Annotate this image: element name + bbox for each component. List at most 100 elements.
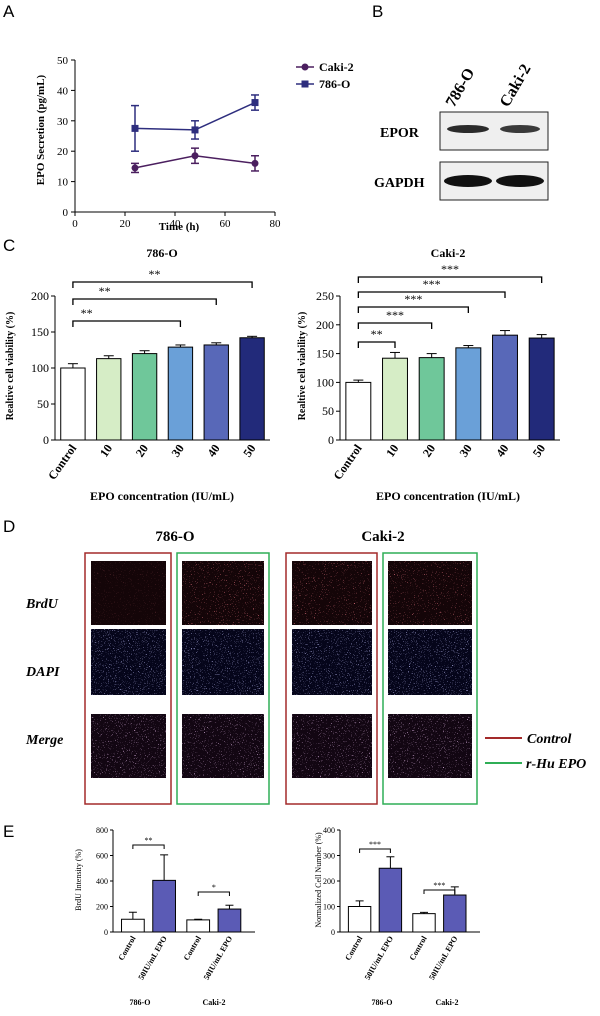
y-tick-label: 250 — [316, 289, 334, 303]
y-tick-label: 600 — [96, 852, 108, 861]
y-tick-label: 100 — [323, 903, 335, 912]
x-tick-label: Control — [408, 934, 429, 962]
panel-c-right-xlabel: EPO concentration (IU/mL) — [376, 489, 520, 503]
x-tick-label: Control — [182, 934, 203, 962]
panel-a-ylabel: EPO Secretion (pg/mL) — [35, 74, 47, 185]
panel-e-left-group-786o: 786-O — [130, 998, 151, 1007]
bar-3 — [412, 913, 436, 933]
x-tick-label: Control — [343, 934, 364, 962]
legend-label-786o: 786-O — [319, 77, 350, 91]
x-tick-label: 20 — [120, 218, 132, 230]
panel-c-right-ylabel: Realtive cell viability (%) — [297, 312, 308, 421]
panel-b: B 786-O Caki-2 EPOR GAPDH — [372, 2, 549, 201]
x-tick-label: 80 — [270, 218, 282, 230]
significance-label: ** — [81, 306, 93, 320]
y-tick-label: 0 — [43, 433, 49, 447]
x-tick-label: 50IU/mL EPO — [202, 935, 234, 982]
micrograph-signal-brdu-2 — [182, 561, 264, 625]
x-tick-label: 50IU/mL EPO — [136, 935, 168, 982]
panel-d: D 786-O Caki-2 BrdU DAPI Merge Control r… — [3, 517, 586, 805]
significance-label: *** — [423, 277, 441, 291]
data-point-786o — [191, 126, 199, 134]
data-point-caki2 — [191, 152, 199, 160]
x-tick-label: 20 — [133, 442, 151, 460]
bar-10 — [382, 357, 408, 441]
panel-e-left-ylabel: BrdU Intensity (%) — [74, 849, 83, 911]
panel-c-left-xlabel: EPO concentration (IU/mL) — [90, 489, 234, 503]
significance-label: ** — [145, 836, 153, 845]
significance-bracket — [357, 291, 506, 298]
bar-40 — [492, 334, 518, 441]
y-tick-label: 100 — [316, 375, 334, 389]
x-tick-label: 40 — [170, 218, 182, 230]
x-tick-label: 50 — [530, 442, 548, 460]
panel-e-right-group-caki2: Caki-2 — [435, 998, 458, 1007]
x-tick-label: 60 — [220, 218, 232, 230]
y-tick-label: 50 — [57, 55, 69, 67]
bar-4 — [217, 908, 242, 933]
y-tick-label: 800 — [96, 826, 108, 835]
row-label-brdu: BrdU — [25, 597, 59, 612]
x-tick-label: 50 — [240, 442, 258, 460]
y-tick-label: 200 — [96, 903, 108, 912]
panel-d-col-caki2: Caki-2 — [361, 529, 404, 545]
significance-label: ** — [99, 284, 111, 298]
x-tick-label: 10 — [97, 442, 115, 460]
y-tick-label: 10 — [57, 177, 69, 189]
panel-e-left-group-caki2: Caki-2 — [202, 998, 225, 1007]
panel-c-left-chart: 0 50 100 150 200 Control 10 20 30 40 50 ** ** ** — [31, 267, 270, 482]
significance-label: *** — [369, 840, 381, 849]
y-tick-label: 0 — [331, 928, 335, 937]
significance-bracket — [197, 891, 230, 896]
micrograph-signal-dapi-2 — [182, 629, 264, 695]
bar-2 — [152, 879, 176, 933]
micrograph-signal-dapi-1 — [91, 629, 166, 695]
band-gapdh-786o — [444, 175, 492, 187]
bar-1 — [121, 918, 145, 933]
x-tick-label: Control — [117, 934, 138, 962]
significance-bracket — [357, 341, 396, 348]
legend-label-control: Control — [527, 732, 571, 747]
x-tick-label: 40 — [204, 442, 222, 460]
y-tick-label: 150 — [31, 325, 49, 339]
x-tick-label: 20 — [420, 442, 438, 460]
panel-a-axes: 0 10 20 30 40 50 0 20 40 60 80 — [57, 55, 281, 230]
significance-label: *** — [386, 308, 404, 322]
significance-label: ** — [371, 327, 383, 341]
bar-20 — [418, 357, 445, 441]
panel-letter-a: A — [3, 2, 15, 21]
frame-control-caki2 — [285, 552, 378, 805]
significance-bracket — [359, 848, 391, 853]
blot-label-epor: EPOR — [380, 126, 420, 141]
row-label-dapi: DAPI — [25, 665, 60, 680]
frame-control-786o — [84, 552, 172, 805]
panel-letter-d: D — [3, 517, 15, 536]
y-tick-label: 50 — [37, 397, 49, 411]
significance-bracket — [357, 306, 469, 313]
significance-bracket — [357, 322, 433, 329]
panel-c-right-title: Caki-2 — [431, 246, 466, 260]
bar-control — [345, 381, 372, 441]
panel-a-xlabel: Time (h) — [159, 221, 200, 233]
bar-30 — [167, 346, 194, 441]
bar-50 — [239, 337, 265, 441]
significance-label: ** — [149, 267, 161, 281]
frame-epo-786o — [176, 552, 270, 805]
frame-epo-caki2 — [382, 552, 478, 805]
x-tick-label: 50IU/mL EPO — [427, 935, 459, 982]
significance-label: *** — [433, 881, 445, 890]
y-tick-label: 400 — [323, 826, 335, 835]
y-tick-label: 0 — [63, 207, 69, 219]
panel-a-legend: Caki-2 786-O — [296, 60, 354, 91]
x-tick-label: 30 — [169, 442, 187, 460]
row-label-merge: Merge — [25, 733, 63, 748]
bar-10 — [96, 358, 122, 441]
panel-letter-b: B — [372, 2, 383, 21]
y-tick-label: 40 — [57, 85, 69, 97]
y-tick-label: 0 — [328, 433, 334, 447]
